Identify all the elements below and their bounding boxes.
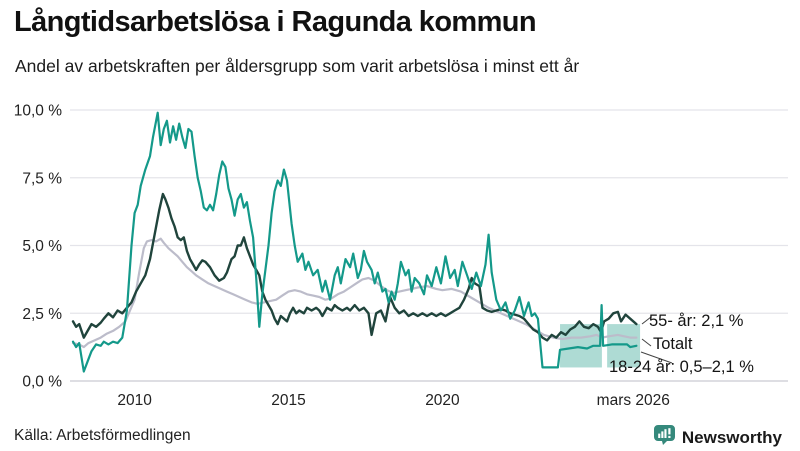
x-tick-label: 2015 xyxy=(271,392,305,409)
chart-title: Långtidsarbetslösa i Ragunda kommun xyxy=(14,6,537,38)
y-tick-label: 7,5 % xyxy=(22,170,62,187)
annotation-leader-line xyxy=(640,351,673,364)
series-label-55: 55- år: 2,1 % xyxy=(649,312,744,330)
y-tick-label: 2,5 % xyxy=(22,306,62,323)
series-label-totalt: Totalt xyxy=(653,335,693,353)
y-tick-label: 5,0 % xyxy=(22,238,62,255)
newsworthy-logo[interactable]: Newsworthy xyxy=(653,424,782,451)
x-tick-label: mars 2026 xyxy=(597,392,670,409)
series-line-18-24-r xyxy=(71,111,638,373)
annotation-leader-line xyxy=(641,316,652,325)
series-label-18-24: 18-24 år: 0,5–2,1 % xyxy=(609,358,754,376)
series-line-totalt xyxy=(71,237,638,349)
newsworthy-speech-bubble-chart-icon xyxy=(653,424,676,451)
x-tick-label: 2010 xyxy=(117,392,152,409)
y-tick-label: 0,0 % xyxy=(22,374,62,391)
y-tick-label: 10,0 % xyxy=(14,103,62,120)
source-note: Källa: Arbetsförmedlingen xyxy=(14,427,191,444)
series-line-55-r xyxy=(71,192,638,342)
x-tick-label: 2020 xyxy=(425,392,460,409)
newsworthy-wordmark: Newsworthy xyxy=(681,427,782,447)
annotation-leader-line xyxy=(641,338,652,347)
chart-subtitle: Andel av arbetskraften per åldersgrupp s… xyxy=(15,56,580,76)
